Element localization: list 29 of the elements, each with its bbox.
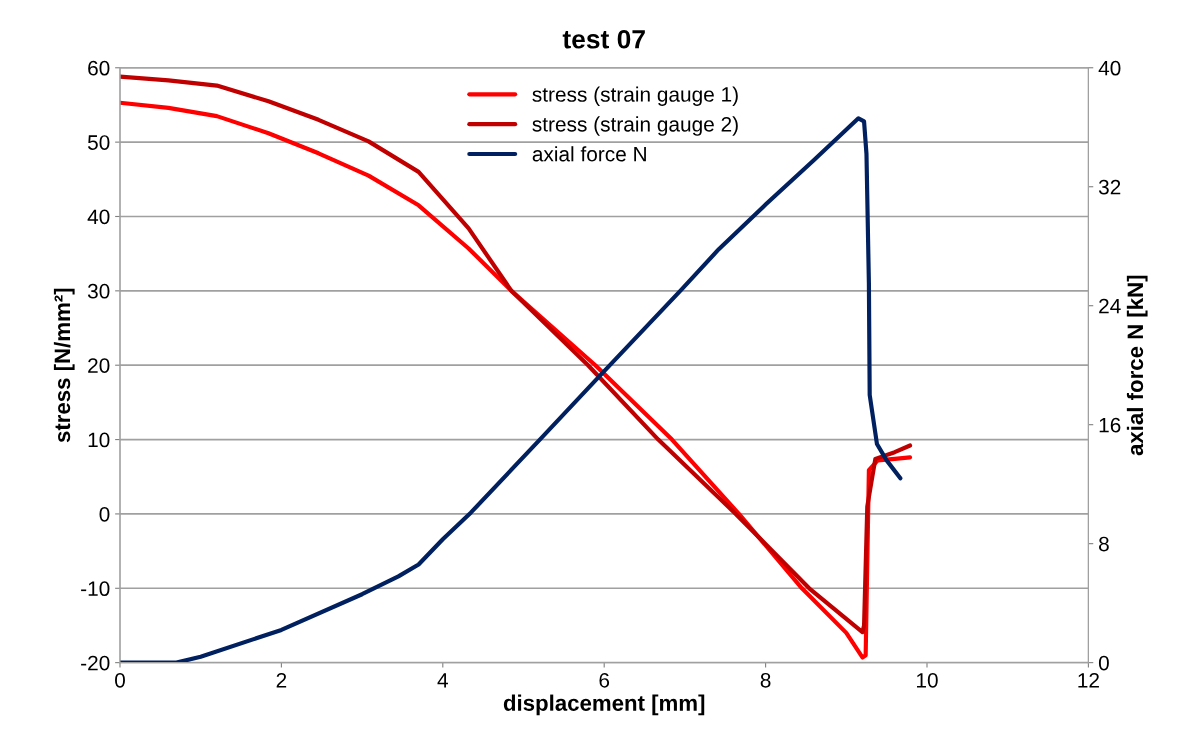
y-axis-title: stress [N/mm²] xyxy=(53,288,75,443)
y2-tick-label: 0 xyxy=(1098,655,1109,671)
y-tick-label: 10 xyxy=(88,432,110,448)
y2-tick-label: 40 xyxy=(1098,60,1121,76)
chart-title: test 07 xyxy=(562,29,645,49)
y-tick-label: 0 xyxy=(99,506,110,522)
y-tick-label: 30 xyxy=(87,283,110,299)
y2-tick-label: 16 xyxy=(1099,417,1121,433)
y2-tick-label: 24 xyxy=(1099,298,1121,314)
legend-label: stress (strain gauge 2) xyxy=(532,116,738,136)
x-tick-label: 0 xyxy=(115,672,125,688)
x-tick-label: 8 xyxy=(760,672,771,688)
y-tick-label: -20 xyxy=(81,655,110,671)
x-tick-label: 10 xyxy=(917,672,938,688)
legend-label: axial force N xyxy=(532,146,646,162)
y-tick-label: 50 xyxy=(87,135,110,150)
y-tick-label: 20 xyxy=(88,358,110,373)
x-tick-label: 4 xyxy=(437,673,448,688)
legend-label: stress (strain gauge 1) xyxy=(532,86,738,106)
x-axis-title: displacement [mm] xyxy=(503,694,705,716)
y2-tick-label: 32 xyxy=(1098,179,1121,195)
y-tick-label: 60 xyxy=(88,60,110,76)
x-tick-label: 6 xyxy=(599,672,610,688)
y2-axis-title: axial force N [kN] xyxy=(1126,275,1148,456)
y-tick-label: -10 xyxy=(81,581,110,597)
x-tick-label: 12 xyxy=(1078,672,1099,688)
y2-tick-label: 8 xyxy=(1099,536,1109,552)
x-tick-label: 2 xyxy=(276,672,287,688)
y-tick-label: 40 xyxy=(87,209,110,225)
